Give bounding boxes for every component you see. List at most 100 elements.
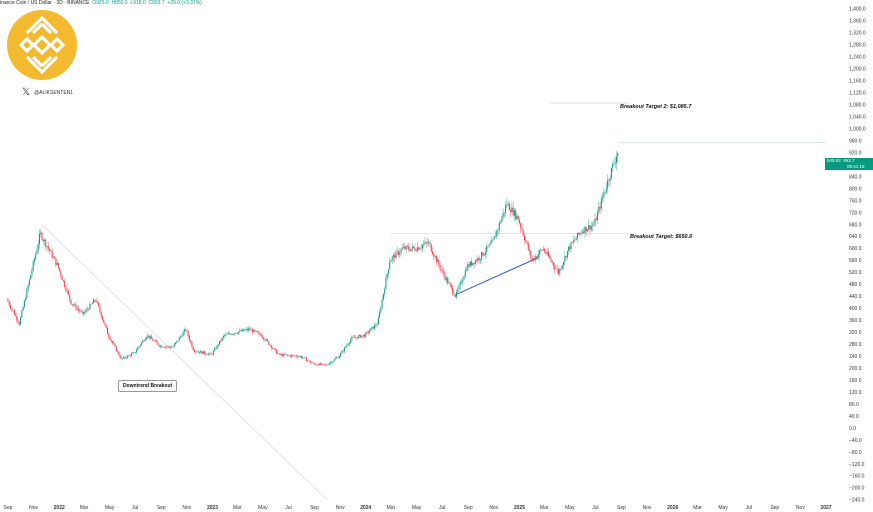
candle-body xyxy=(134,352,136,353)
candle-body xyxy=(304,357,306,359)
x-tick-label: Mar xyxy=(80,505,89,511)
candle-body xyxy=(605,188,607,192)
candle-body xyxy=(110,339,112,342)
candle-body xyxy=(258,332,260,333)
open-value: O925.0 xyxy=(92,0,109,6)
candle-body xyxy=(307,360,309,362)
candle-body xyxy=(42,239,44,241)
candle-body xyxy=(210,353,212,355)
candle-body xyxy=(153,340,155,342)
candle-body xyxy=(120,357,122,359)
candle-body xyxy=(49,248,51,251)
candle-body xyxy=(505,205,507,213)
candle-body xyxy=(423,244,425,246)
candle-body xyxy=(309,360,311,363)
candle-body xyxy=(493,236,495,240)
candle-body xyxy=(362,334,364,336)
candle-body xyxy=(401,247,403,250)
candle-body xyxy=(442,270,444,272)
candle-body xyxy=(329,362,331,364)
candle-body xyxy=(46,246,48,248)
candle-body xyxy=(207,353,209,355)
candle-body xyxy=(302,357,304,359)
x-tick-label: May xyxy=(105,505,115,511)
x-tick-label: 2023 xyxy=(207,505,218,511)
candle-body xyxy=(579,232,581,235)
candle-body xyxy=(112,341,114,344)
candle-body xyxy=(198,351,200,353)
logo-circle xyxy=(7,10,77,80)
candle-body xyxy=(32,261,34,270)
candle-body xyxy=(186,330,188,332)
close-value: C953.7 xyxy=(148,0,165,6)
candle-body xyxy=(124,356,126,358)
candle-body xyxy=(355,337,357,339)
candle-body xyxy=(497,229,499,231)
y-tick-label: 920.0 xyxy=(849,150,862,156)
candle-body xyxy=(530,250,532,258)
candle-body xyxy=(17,320,19,323)
candle-body xyxy=(230,334,232,335)
candle-body xyxy=(482,252,484,256)
candle-body xyxy=(101,316,103,320)
candle-body xyxy=(205,353,207,355)
candle-body xyxy=(565,256,567,258)
x-tick-label: Jul xyxy=(592,505,598,511)
candle-body xyxy=(243,329,245,331)
candle-body xyxy=(371,326,373,329)
candle-body xyxy=(172,346,174,348)
last-price-label: 949.53 953.7 05:41:18 xyxy=(825,158,873,170)
candle-body xyxy=(314,363,316,365)
candle-body xyxy=(178,337,180,341)
candle-body xyxy=(581,231,583,233)
candle-body xyxy=(115,346,117,352)
candle-body xyxy=(598,206,600,213)
candle-body xyxy=(166,346,168,348)
candle-body xyxy=(59,267,61,272)
candle-body xyxy=(360,335,362,338)
candle-body xyxy=(377,317,379,325)
candle-body xyxy=(541,249,543,251)
candle-body xyxy=(546,252,548,254)
candle-body xyxy=(492,239,494,241)
candle-body xyxy=(175,342,177,345)
candle-body xyxy=(461,282,463,283)
candle-body xyxy=(147,335,149,338)
candle-body xyxy=(164,346,166,348)
candle-body xyxy=(408,246,410,250)
candle-body xyxy=(204,351,206,354)
candle-body xyxy=(76,308,78,310)
candle-body xyxy=(452,287,454,294)
candle-body xyxy=(551,261,553,263)
candle-body xyxy=(290,355,292,357)
candle-body xyxy=(270,345,272,348)
candle-body xyxy=(395,251,397,259)
candle-body xyxy=(463,276,465,280)
candle-body xyxy=(518,219,520,224)
y-tick-label: 1,200.0 xyxy=(849,67,866,73)
candle-body xyxy=(435,255,437,262)
candle-body xyxy=(35,253,37,259)
candle-body xyxy=(284,354,286,355)
candle-body xyxy=(447,277,449,284)
candle-body xyxy=(580,232,582,234)
candle-body xyxy=(604,191,606,194)
candle-body xyxy=(433,254,435,257)
candle-body xyxy=(347,344,349,346)
y-tick-label: 640.0 xyxy=(849,234,862,240)
candle-body xyxy=(396,251,398,252)
candle-body xyxy=(251,329,253,333)
candle-body xyxy=(521,227,523,231)
candle-body xyxy=(28,279,30,286)
candle-body xyxy=(161,345,163,348)
candle-body xyxy=(7,299,9,302)
candle-body xyxy=(495,236,497,237)
target2-label: Breakout Target 2: $1,085.7 xyxy=(620,104,692,110)
y-tick-label: 600.0 xyxy=(849,246,862,252)
candle-body xyxy=(36,249,38,254)
candle-body xyxy=(531,257,533,261)
candle-body xyxy=(356,337,358,339)
candle-body xyxy=(556,268,558,270)
candle-body xyxy=(454,295,456,297)
